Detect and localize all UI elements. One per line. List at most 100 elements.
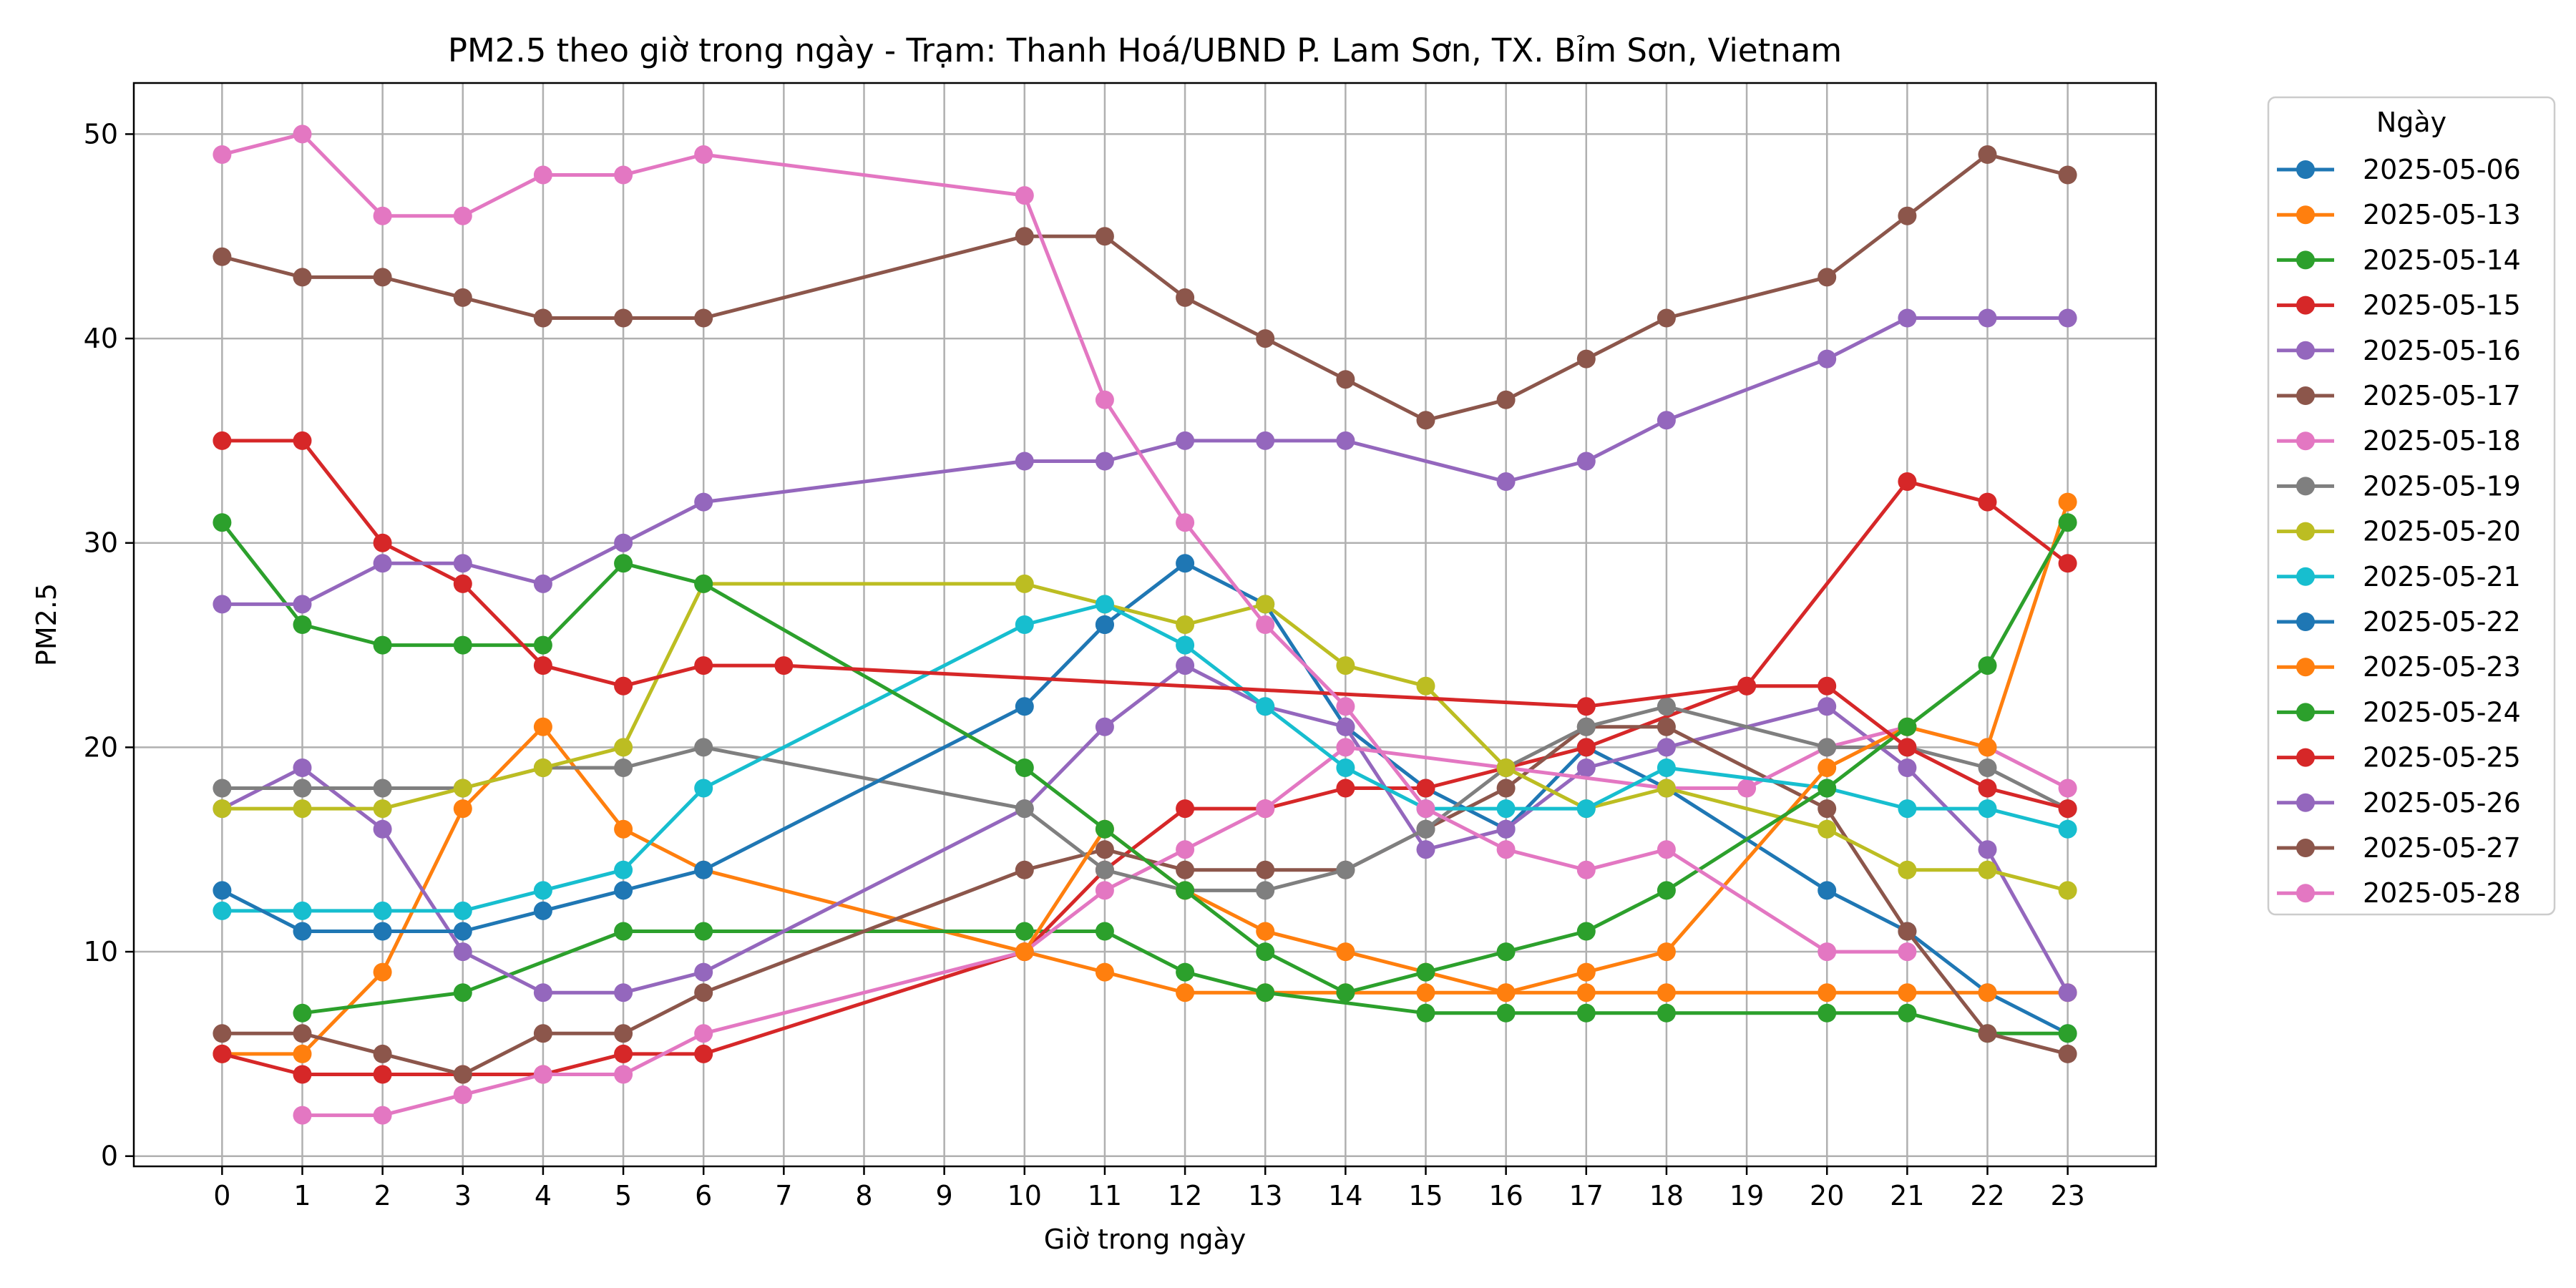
data-point [1256, 983, 1275, 1002]
data-point [614, 1024, 633, 1043]
legend-item: 2025-05-06 [2277, 154, 2521, 185]
data-point [2058, 819, 2077, 839]
data-point [1176, 513, 1195, 532]
data-point [293, 1106, 312, 1125]
data-point [293, 595, 312, 614]
data-point [694, 779, 713, 798]
data-point [373, 533, 392, 552]
data-point [1015, 186, 1034, 205]
legend-marker [2296, 477, 2315, 496]
data-point [293, 1044, 312, 1063]
data-point [533, 983, 552, 1002]
legend: Ngày 2025-05-06 2025-05-13 2025-05-14 2025-… [2267, 96, 2556, 916]
data-point [1657, 697, 1676, 716]
data-point [614, 922, 633, 941]
data-point [453, 635, 472, 655]
data-point [1336, 983, 1355, 1002]
legend-item: 2025-05-24 [2277, 696, 2521, 728]
data-point [1978, 1024, 1997, 1043]
data-point [1818, 799, 1837, 819]
data-point [533, 717, 552, 736]
legend-label: 2025-05-24 [2363, 696, 2521, 728]
data-point [1256, 697, 1275, 716]
legend-item: 2025-05-21 [2277, 561, 2521, 592]
data-point [1496, 942, 1516, 962]
legend-item: 2025-05-16 [2277, 335, 2521, 366]
data-point [1496, 779, 1516, 798]
series-line [220, 521, 2069, 995]
x-tick-label: 2 [374, 1180, 391, 1211]
series-2025-05-22 [213, 615, 1114, 941]
data-point [373, 1044, 392, 1063]
data-point [1256, 799, 1275, 819]
data-point [1176, 881, 1195, 900]
x-tick-label: 6 [695, 1180, 712, 1211]
data-point [1978, 779, 1997, 798]
x-tick-label: 9 [936, 1180, 953, 1211]
data-point [1657, 840, 1676, 859]
x-tick-label: 23 [2050, 1180, 2084, 1211]
data-point [1496, 472, 1516, 491]
data-point [1176, 431, 1195, 450]
data-point [1978, 145, 1997, 164]
data-point [373, 206, 392, 225]
legend-label: 2025-05-26 [2363, 787, 2521, 819]
data-point [1657, 308, 1676, 328]
data-point [1176, 288, 1195, 307]
data-point [614, 860, 633, 879]
data-point [1256, 860, 1275, 879]
data-point [533, 881, 552, 900]
data-point [1978, 758, 1997, 777]
data-point [1898, 860, 1917, 879]
data-point [533, 574, 552, 593]
data-point [293, 1065, 312, 1084]
x-tick-label: 12 [1168, 1180, 1202, 1211]
data-point [1898, 206, 1917, 225]
data-point [1416, 1003, 1435, 1023]
data-point [1416, 779, 1435, 798]
data-point [453, 983, 472, 1002]
data-point [1576, 1003, 1596, 1023]
data-point [1336, 656, 1355, 675]
data-point [1336, 431, 1355, 450]
data-point [1176, 860, 1195, 879]
legend-label: 2025-05-19 [2363, 470, 2521, 502]
legend-box [2267, 96, 2556, 916]
data-point [1176, 554, 1195, 573]
data-point [1657, 1003, 1676, 1023]
data-point [694, 922, 713, 941]
data-point [694, 308, 713, 328]
data-point [1015, 615, 1034, 634]
data-point [1898, 983, 1917, 1002]
x-tick-label: 7 [775, 1180, 792, 1211]
data-point [293, 431, 312, 450]
series-layer [213, 125, 2077, 1125]
data-point [1095, 390, 1114, 409]
data-point [1095, 881, 1114, 900]
data-point [1496, 799, 1516, 819]
data-point [453, 554, 472, 573]
data-point [1015, 799, 1034, 819]
series-2025-05-27 [213, 145, 2077, 430]
legend-title: Ngày [2376, 107, 2446, 138]
series-line [222, 725, 2068, 1056]
legend-item: 2025-05-25 [2277, 742, 2521, 774]
data-point [293, 1024, 312, 1043]
data-point [293, 268, 312, 287]
data-point [533, 1024, 552, 1043]
legend-label: 2025-05-06 [2363, 154, 2521, 185]
data-point [694, 1024, 713, 1043]
data-point [1095, 717, 1114, 736]
data-point [1978, 983, 1997, 1002]
data-point [2058, 799, 2077, 819]
series-2025-05-28 [213, 125, 1917, 962]
data-point [1496, 390, 1516, 409]
data-point [213, 901, 232, 920]
data-point [694, 656, 713, 675]
data-point [1978, 799, 1997, 819]
data-point [1416, 676, 1435, 696]
series-2025-05-20 [213, 574, 2077, 900]
x-tick-label: 21 [1890, 1180, 1924, 1211]
x-tick-label: 10 [1008, 1180, 1042, 1211]
legend-label: 2025-05-13 [2363, 199, 2521, 230]
